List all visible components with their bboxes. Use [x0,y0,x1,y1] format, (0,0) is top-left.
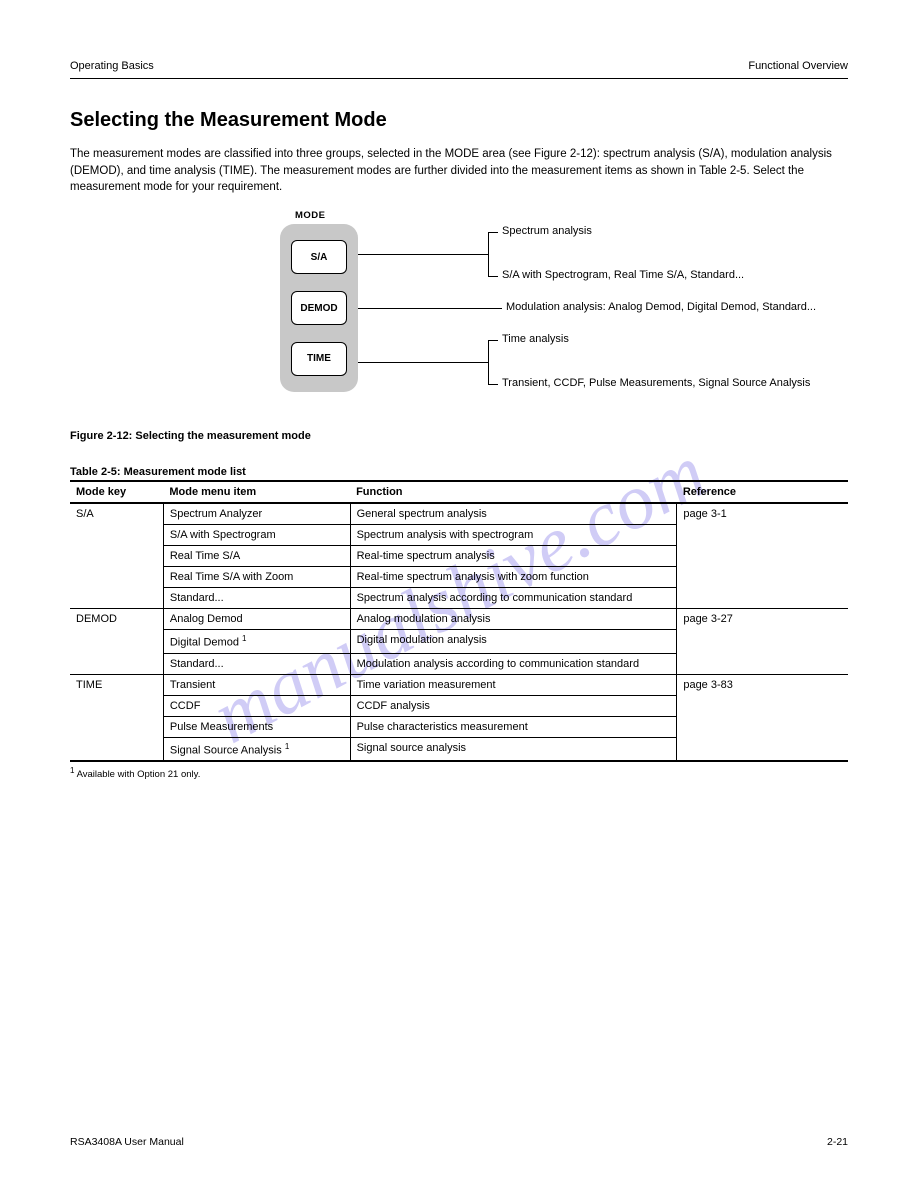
diagram-line [488,340,498,341]
cell-reference [677,695,848,716]
cell-menu: Spectrum Analyzer [163,503,350,525]
header-right: Functional Overview [748,60,848,72]
mode-panel: S/A DEMOD TIME [280,224,358,392]
diagram-line [488,362,489,384]
cell-menu: Real Time S/A with Zoom [163,567,350,588]
cell-reference: page 3-27 [677,609,848,630]
footer-right: 2-21 [827,1136,848,1148]
cell-menu: Real Time S/A [163,546,350,567]
diagram-line [488,232,498,233]
cell-mode [70,630,163,654]
time-button: TIME [291,342,347,376]
time-label-top: Time analysis [502,333,569,345]
diagram-line [488,340,489,362]
cell-reference [677,653,848,674]
sa-label-top: Spectrum analysis [502,225,592,237]
mode-diagram: MODE S/A DEMOD TIME Spectrum analysis S/… [280,210,820,410]
cell-function: Signal source analysis [350,737,677,761]
cell-mode: DEMOD [70,609,163,630]
cell-reference [677,567,848,588]
cell-reference: page 3-1 [677,503,848,525]
cell-function: Real-time spectrum analysis [350,546,677,567]
cell-reference [677,525,848,546]
cell-mode [70,546,163,567]
cell-menu: Standard... [163,588,350,609]
demod-button: DEMOD [291,291,347,325]
diagram-line [488,276,498,277]
cell-mode [70,653,163,674]
demod-label: Modulation analysis: Analog Demod, Digit… [506,301,816,313]
header-rule [70,78,848,79]
diagram-line [488,254,489,276]
cell-mode [70,588,163,609]
mode-table: Mode key Mode menu item Function Referen… [70,480,848,762]
cell-mode [70,695,163,716]
sa-button: S/A [291,240,347,274]
cell-function: Spectrum analysis with spectrogram [350,525,677,546]
mode-panel-label: MODE [295,210,326,221]
th-mode-menu: Mode menu item [163,481,350,503]
section-title: Selecting the Measurement Mode [70,109,848,132]
cell-reference [677,546,848,567]
cell-function: Real-time spectrum analysis with zoom fu… [350,567,677,588]
cell-mode [70,525,163,546]
table-caption: Table 2-5: Measurement mode list [70,466,848,478]
cell-mode [70,737,163,761]
cell-reference [677,588,848,609]
diagram-line [358,362,488,363]
cell-menu: Pulse Measurements [163,716,350,737]
figure-caption: Figure 2-12: Selecting the measurement m… [70,430,848,442]
time-label-bottom: Transient, CCDF, Pulse Measurements, Sig… [502,377,810,389]
cell-mode: S/A [70,503,163,525]
cell-reference: page 3-83 [677,674,848,695]
intro-paragraph: The measurement modes are classified int… [70,146,848,196]
cell-mode: TIME [70,674,163,695]
table-footnote: 1 Available with Option 21 only. [70,766,848,780]
cell-menu: Signal Source Analysis 1 [163,737,350,761]
cell-function: Time variation measurement [350,674,677,695]
cell-reference [677,630,848,654]
cell-mode [70,716,163,737]
cell-menu: S/A with Spectrogram [163,525,350,546]
cell-menu: Standard... [163,653,350,674]
cell-function: CCDF analysis [350,695,677,716]
th-function: Function [350,481,677,503]
footer-left: RSA3408A User Manual [70,1136,184,1148]
th-mode-key: Mode key [70,481,163,503]
diagram-line [488,232,489,254]
cell-function: Spectrum analysis according to communica… [350,588,677,609]
cell-function: General spectrum analysis [350,503,677,525]
footnote-text: Available with Option 21 only. [77,769,201,780]
cell-function: Analog modulation analysis [350,609,677,630]
header-left: Operating Basics [70,60,154,72]
cell-function: Digital modulation analysis [350,630,677,654]
diagram-line [358,308,502,309]
sa-label-bottom: S/A with Spectrogram, Real Time S/A, Sta… [502,269,744,281]
page-header: Operating Basics Functional Overview [70,60,848,72]
cell-menu: Analog Demod [163,609,350,630]
cell-function: Pulse characteristics measurement [350,716,677,737]
cell-menu: CCDF [163,695,350,716]
cell-menu: Digital Demod 1 [163,630,350,654]
diagram-line [488,384,498,385]
diagram-line [358,254,488,255]
cell-reference [677,737,848,761]
page-footer: RSA3408A User Manual 2-21 [70,1136,848,1148]
cell-function: Modulation analysis according to communi… [350,653,677,674]
th-reference: Reference [677,481,848,503]
cell-menu: Transient [163,674,350,695]
cell-mode [70,567,163,588]
cell-reference [677,716,848,737]
